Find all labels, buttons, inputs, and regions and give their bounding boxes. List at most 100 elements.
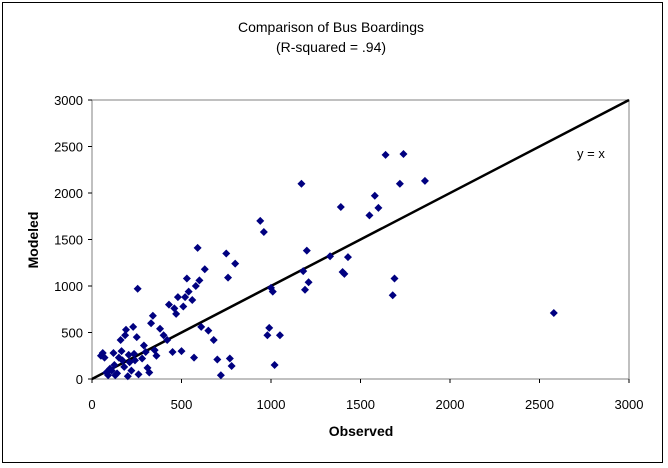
data-point <box>130 349 139 358</box>
data-point <box>141 348 150 357</box>
data-point <box>116 335 125 344</box>
data-point <box>213 355 222 364</box>
data-point <box>299 267 308 276</box>
x-tick-label: 1500 <box>346 397 375 412</box>
chart-title: Comparison of Bus Boardings <box>238 19 424 35</box>
data-point <box>159 331 168 340</box>
data-point <box>216 371 225 380</box>
data-point <box>120 362 129 371</box>
y-tick-label: 0 <box>76 372 83 387</box>
y-tick-label: 2000 <box>54 186 83 201</box>
data-point <box>163 335 172 344</box>
data-point <box>147 319 156 328</box>
data-point <box>195 276 204 285</box>
data-point <box>179 302 188 311</box>
data-point <box>193 243 202 252</box>
data-point <box>184 287 193 296</box>
data-point <box>121 331 130 340</box>
data-point <box>395 179 404 188</box>
data-point <box>130 356 139 365</box>
data-point <box>265 323 274 332</box>
data-point <box>104 371 113 380</box>
data-point <box>132 333 141 342</box>
data-point <box>172 309 181 318</box>
data-point <box>197 322 206 331</box>
data-point <box>118 356 127 365</box>
y-tick-label: 3000 <box>54 93 83 108</box>
data-point <box>259 228 268 237</box>
data-point <box>164 300 173 309</box>
data-point <box>256 216 265 225</box>
data-point <box>190 353 199 362</box>
data-point <box>200 265 209 274</box>
data-point <box>148 311 157 320</box>
data-point <box>152 351 161 360</box>
data-point <box>134 370 143 379</box>
x-axis-ticks: 0 500 1000 1500 2000 2500 3000 <box>88 379 643 412</box>
y-tick-label: 1500 <box>54 233 83 248</box>
data-point <box>390 274 399 283</box>
data-point <box>139 341 148 350</box>
data-point <box>388 291 397 300</box>
data-point <box>336 202 345 211</box>
x-tick-label: 2500 <box>525 397 554 412</box>
data-point <box>107 366 116 375</box>
data-point <box>133 284 142 293</box>
data-point <box>420 176 429 185</box>
data-point <box>191 282 200 290</box>
data-point <box>399 149 408 158</box>
data-point <box>110 361 119 370</box>
data-point <box>326 252 335 261</box>
data-point <box>109 348 118 357</box>
data-point <box>182 274 191 283</box>
data-point <box>340 269 349 278</box>
data-point <box>177 347 186 356</box>
data-point <box>263 331 272 340</box>
data-point <box>343 253 352 262</box>
data-point <box>222 249 231 258</box>
y-tick-label: 1000 <box>54 279 83 294</box>
data-point <box>304 278 313 287</box>
data-point <box>156 324 165 333</box>
data-point <box>173 293 182 302</box>
data-point <box>227 361 236 370</box>
data-point <box>181 293 190 302</box>
x-tick-label: 500 <box>171 397 193 412</box>
data-point <box>275 331 284 340</box>
data-point <box>370 191 379 200</box>
data-point <box>374 203 383 212</box>
chart-subtitle: (R-squared = .94) <box>276 39 386 55</box>
data-point <box>381 150 390 159</box>
data-point <box>123 372 132 381</box>
data-point <box>224 273 233 282</box>
y-tick-label: 2500 <box>54 140 83 155</box>
data-point <box>168 348 177 357</box>
data-point <box>124 350 133 359</box>
data-point <box>122 325 131 334</box>
x-tick-label: 2000 <box>436 397 465 412</box>
y-tick-label: 500 <box>61 326 83 341</box>
data-point <box>297 179 306 188</box>
data-points <box>96 149 558 381</box>
data-point <box>129 322 138 331</box>
data-point <box>145 368 154 377</box>
chart-frame <box>2 2 663 463</box>
data-point <box>188 295 197 304</box>
reference-line <box>91 98 630 381</box>
y-axis-ticks: 0 500 1000 1500 2000 2500 3000 <box>54 93 92 387</box>
reference-line-annotation: y = x <box>577 146 605 161</box>
data-point <box>270 361 279 370</box>
x-tick-label: 3000 <box>615 397 644 412</box>
data-point <box>365 211 374 220</box>
data-point <box>113 369 122 378</box>
data-point <box>100 353 109 362</box>
x-tick-label: 1000 <box>257 397 286 412</box>
x-tick-label: 0 <box>88 397 95 412</box>
data-point <box>225 354 234 363</box>
data-point <box>302 246 311 255</box>
data-point <box>549 308 558 317</box>
data-point <box>231 259 240 268</box>
data-point <box>204 326 213 335</box>
data-point <box>301 285 310 294</box>
